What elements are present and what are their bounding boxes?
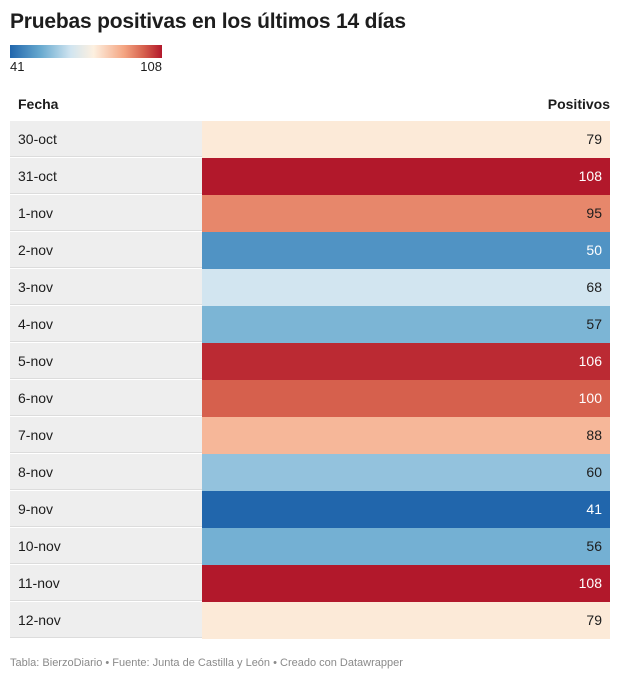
table-row: 3-nov 68 <box>10 269 610 306</box>
table-row: 30-oct 79 <box>10 121 610 158</box>
date-cell: 31-oct <box>10 158 202 194</box>
value-cell: 50 <box>202 232 610 269</box>
date-cell: 11-nov <box>10 565 202 601</box>
value-cell: 68 <box>202 269 610 306</box>
date-cell: 30-oct <box>10 121 202 157</box>
date-cell: 10-nov <box>10 528 202 564</box>
legend-min-label: 41 <box>10 59 25 74</box>
value-cell: 108 <box>202 565 610 602</box>
value-cell: 108 <box>202 158 610 195</box>
table-row: 6-nov 100 <box>10 380 610 417</box>
table-row: 2-nov 50 <box>10 232 610 269</box>
table-row: 4-nov 57 <box>10 306 610 343</box>
date-cell: 2-nov <box>10 232 202 268</box>
value-cell: 106 <box>202 343 610 380</box>
column-header-positivos[interactable]: Positivos <box>547 96 610 112</box>
source-footer: Tabla: BierzoDiario • Fuente: Junta de C… <box>10 657 403 669</box>
value-cell: 95 <box>202 195 610 232</box>
value-cell: 41 <box>202 491 610 528</box>
date-cell: 1-nov <box>10 195 202 231</box>
value-cell: 88 <box>202 417 610 454</box>
value-cell: 100 <box>202 380 610 417</box>
date-cell: 5-nov <box>10 343 202 379</box>
table-row: 8-nov 60 <box>10 454 610 491</box>
date-cell: 9-nov <box>10 491 202 527</box>
table-row: 1-nov 95 <box>10 195 610 232</box>
date-cell: 7-nov <box>10 417 202 453</box>
legend-labels: 41 108 <box>10 59 162 75</box>
table-row: 11-nov 108 <box>10 565 610 602</box>
legend-max-label: 108 <box>140 59 162 74</box>
table-header: Fecha Positivos <box>10 92 610 120</box>
table-row: 10-nov 56 <box>10 528 610 565</box>
date-cell: 12-nov <box>10 602 202 638</box>
column-header-fecha[interactable]: Fecha <box>18 96 59 112</box>
chart-title: Pruebas positivas en los últimos 14 días <box>10 10 406 33</box>
date-cell: 8-nov <box>10 454 202 490</box>
value-cell: 79 <box>202 121 610 158</box>
value-cell: 56 <box>202 528 610 565</box>
data-table: Fecha Positivos 30-oct 79 31-oct 108 1-nov 95… <box>10 92 610 639</box>
table-body: 30-oct 79 31-oct 108 1-nov 95 2-nov 50 3-nov 68 4-… <box>10 121 610 639</box>
table-row: 31-oct 108 <box>10 158 610 195</box>
table-row: 7-nov 88 <box>10 417 610 454</box>
value-cell: 79 <box>202 602 610 639</box>
color-legend: 41 108 <box>10 45 162 75</box>
table-row: 12-nov 79 <box>10 602 610 639</box>
legend-gradient-bar <box>10 45 162 58</box>
value-cell: 57 <box>202 306 610 343</box>
date-cell: 6-nov <box>10 380 202 416</box>
date-cell: 3-nov <box>10 269 202 305</box>
table-row: 9-nov 41 <box>10 491 610 528</box>
date-cell: 4-nov <box>10 306 202 342</box>
value-cell: 60 <box>202 454 610 491</box>
table-row: 5-nov 106 <box>10 343 610 380</box>
